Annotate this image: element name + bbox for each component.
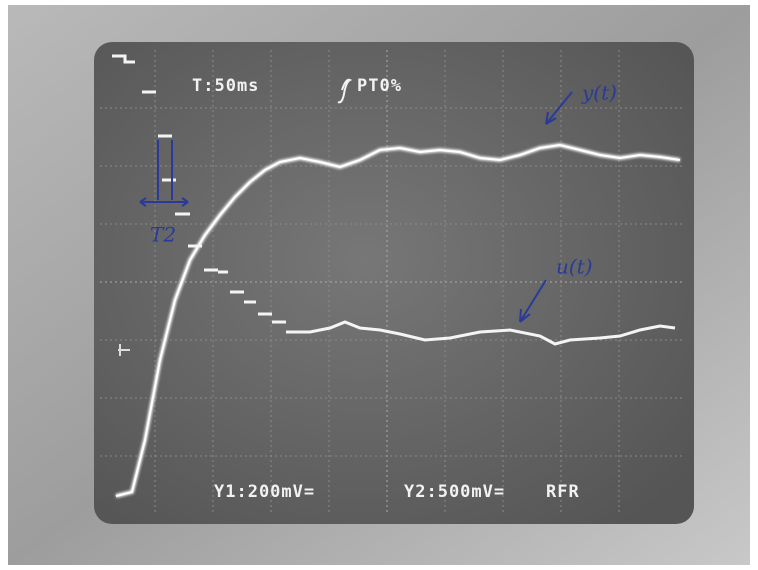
- mode-label: RFR: [546, 482, 580, 502]
- timebase-label: T:50ms: [192, 76, 259, 96]
- oscilloscope-photo: T:50ms PT0% Y1:200mV= Y2:500mV= RFR y(t)…: [0, 0, 758, 570]
- annotation-y: y(t): [581, 81, 617, 105]
- screen: [94, 42, 694, 524]
- trigger-label: PT0%: [357, 76, 402, 96]
- annotation-t2: T2: [150, 223, 176, 247]
- annotation-u: u(t): [556, 255, 593, 279]
- channel1-label: Y1:200mV=: [214, 482, 315, 502]
- channel2-label: Y2:500mV=: [404, 482, 505, 502]
